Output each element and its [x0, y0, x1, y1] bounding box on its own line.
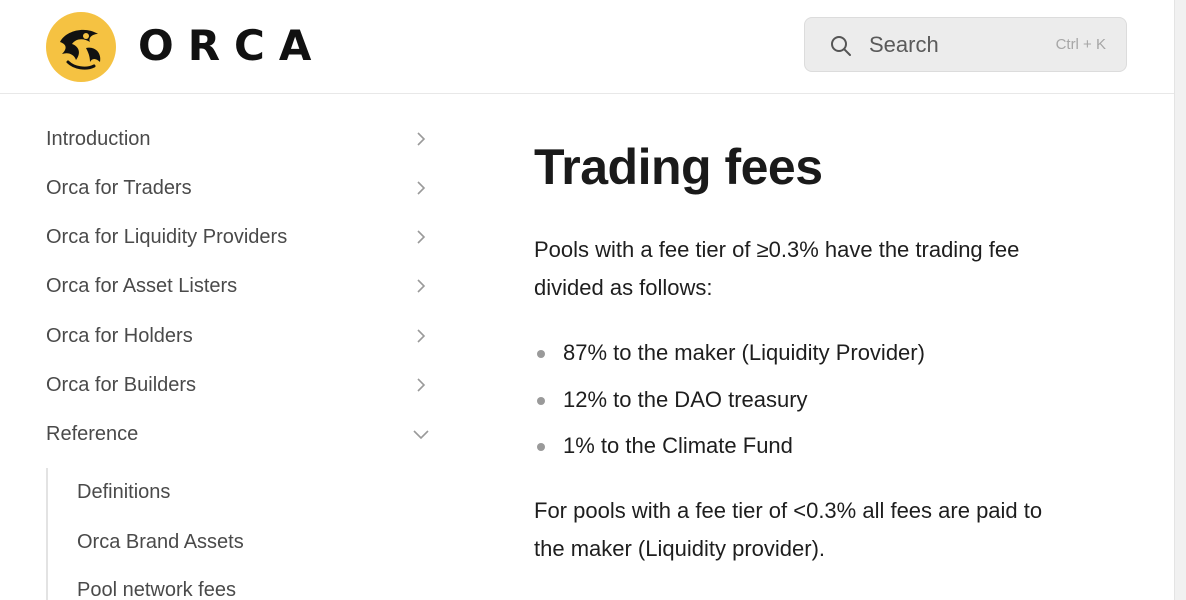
search-box[interactable]: Ctrl + K: [804, 17, 1127, 72]
chevron-right-icon[interactable]: [411, 178, 431, 198]
sidebar-item-label: Orca for Traders: [46, 177, 192, 199]
list-item-text: 12% to the DAO treasury: [563, 386, 808, 412]
sidebar-item-label: Reference: [46, 423, 139, 445]
outro-paragraph: For pools with a fee tier of <0.3% all f…: [534, 498, 1043, 561]
bullet-icon: [537, 396, 545, 405]
sidebar-item-label: Orca for Asset Listers: [46, 275, 238, 297]
sidebar-item-label: Orca for Builders: [46, 374, 197, 396]
page-title: Trading fees: [534, 139, 823, 195]
search-icon: [831, 36, 851, 56]
sidebar-item-reference[interactable]: Reference: [46, 417, 431, 451]
search-shortcut-hint: Ctrl + K: [1055, 36, 1106, 53]
chevron-down-icon[interactable]: [411, 424, 431, 444]
list-item: 12% to the DAO treasury: [534, 381, 925, 428]
orca-wordmark[interactable]: ORCA: [138, 21, 326, 70]
sidebar-item-builders[interactable]: Orca for Builders: [46, 368, 431, 402]
sidebar-item-label: Orca for Holders: [46, 325, 193, 347]
orca-logo-icon[interactable]: [46, 12, 116, 82]
sidebar-item-traders[interactable]: Orca for Traders: [46, 171, 431, 205]
sidebar-item-holders[interactable]: Orca for Holders: [46, 319, 431, 353]
sidebar-subitem-definitions[interactable]: Definitions: [77, 481, 171, 503]
top-header: ORCA Ctrl + K: [0, 0, 1174, 94]
bullet-icon: [537, 443, 545, 451]
chevron-right-icon[interactable]: [411, 276, 431, 296]
sidebar-item-introduction[interactable]: Introduction: [46, 122, 431, 156]
chevron-right-icon[interactable]: [411, 129, 431, 149]
bullet-icon: [537, 350, 545, 358]
list-item-text: 1% to the Climate Fund: [563, 433, 793, 458]
page-scrollbar[interactable]: [1174, 0, 1186, 600]
chevron-right-icon[interactable]: [411, 375, 431, 395]
sidebar-subitem-brand-assets[interactable]: Orca Brand Assets: [77, 531, 244, 553]
list-item: 87% to the maker (Liquidity Provider): [534, 334, 925, 381]
search-input[interactable]: [869, 28, 1039, 62]
list-item: 1% to the Climate Fund: [534, 427, 925, 474]
chevron-right-icon[interactable]: [411, 326, 431, 346]
sidebar-nav: Introduction Orca for Traders Orca for L…: [0, 94, 470, 600]
sidebar-item-asset-listers[interactable]: Orca for Asset Listers: [46, 269, 431, 303]
chevron-right-icon[interactable]: [411, 227, 431, 247]
submenu-guide-line: [46, 468, 48, 600]
intro-paragraph: Pools with a fee tier of ≥0.3% have the …: [534, 237, 1020, 300]
sidebar-item-label: Introduction: [46, 128, 151, 150]
sidebar-item-liquidity-providers[interactable]: Orca for Liquidity Providers: [46, 220, 431, 254]
sidebar-item-label: Orca for Liquidity Providers: [46, 226, 288, 248]
list-item-text: 87% to the maker (Liquidity Provider): [563, 340, 925, 365]
sidebar-subitem-pool-network-fees[interactable]: Pool network fees: [77, 579, 236, 600]
fee-split-list: 87% to the maker (Liquidity Provider) 12…: [534, 334, 925, 474]
